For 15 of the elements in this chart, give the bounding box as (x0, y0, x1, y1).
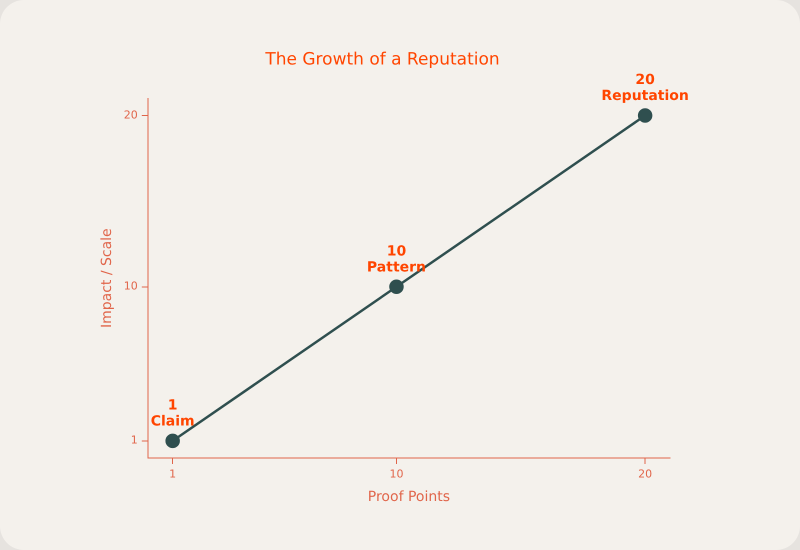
x-tick-label: 10 (389, 467, 404, 480)
y-tick-label: 1 (130, 434, 138, 447)
y-tick-label: 10 (124, 280, 138, 293)
point (165, 434, 180, 448)
point (638, 108, 652, 123)
annotation: 1 Claim (150, 398, 195, 430)
annotation: 10 Pattern (366, 243, 426, 276)
x-tick-label: 20 (638, 467, 652, 480)
y-tick-label: 20 (124, 108, 138, 122)
point (389, 280, 404, 294)
x-axis-title: Proof Points (368, 489, 450, 506)
annotation: 20 Reputation (601, 72, 689, 104)
chart-title: The Growth of a Reputation (264, 50, 500, 70)
y-axis-title: Impact / Scale (99, 228, 116, 328)
x-tick-label: 1 (169, 467, 176, 480)
